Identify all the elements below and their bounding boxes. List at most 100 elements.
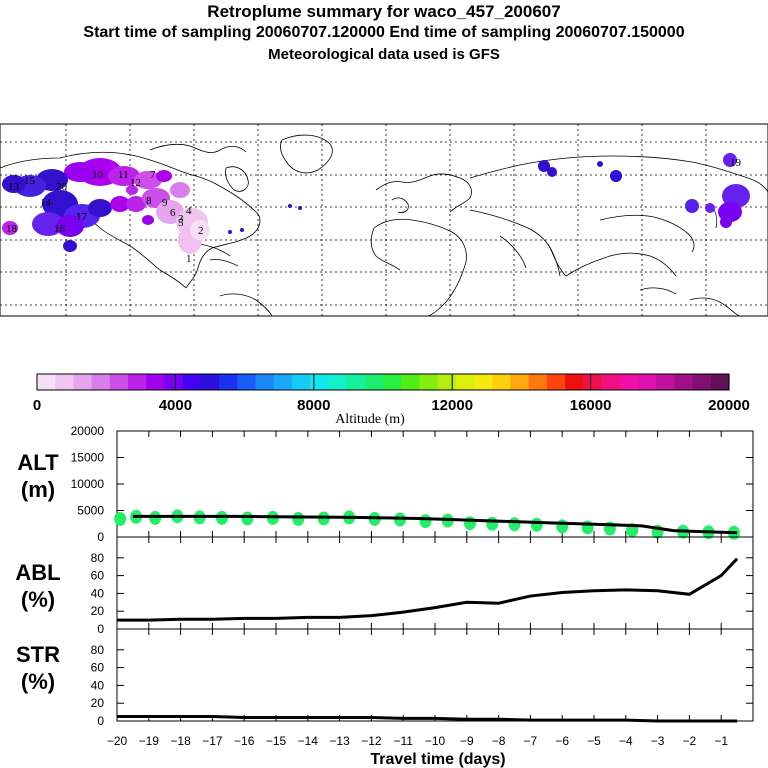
colorbar-cell (637, 374, 657, 390)
colorbar-cell (291, 374, 311, 390)
colorbar-cell (200, 374, 220, 390)
colorbar-cell (546, 374, 566, 390)
y-tick-label: 40 (91, 586, 105, 600)
plume-particles (2, 153, 750, 254)
x-tick-label: −1 (714, 734, 728, 748)
panel-ylabel-unit: (%) (21, 587, 55, 612)
colorbar-tick-label: 20000 (708, 397, 750, 414)
plume-day-label: 15 (24, 175, 36, 187)
map-frame (0, 123, 768, 317)
altitude-point (486, 516, 499, 531)
plume-day-label: 18 (6, 223, 18, 235)
panel-frame (116, 536, 754, 630)
y-tick-label: 60 (91, 661, 105, 675)
alt-panel: ALT(m) 20000 15000 10000 5000 0 (17, 424, 754, 544)
y-tick-label: 5000 (77, 504, 104, 518)
colorbar-tick-label: 16000 (570, 397, 612, 414)
plume-day-label: 11 (118, 169, 129, 181)
plume-day-label: 12 (130, 177, 141, 189)
colorbar-cell (692, 374, 712, 390)
x-tick-label: −17 (202, 734, 223, 748)
colorbar-cell (401, 374, 421, 390)
colorbar-cell (346, 374, 366, 390)
x-tick-label: −8 (492, 734, 506, 748)
y-tick-label: 15000 (71, 451, 105, 465)
y-tick-label: 20000 (71, 424, 105, 438)
plume-day-label: 14 (40, 197, 52, 209)
colorbar-cell (492, 374, 512, 390)
plume-day-label: 9 (162, 197, 168, 209)
x-tick-label: −12 (361, 734, 382, 748)
colorbar-cell (510, 374, 530, 390)
colorbar-cell (146, 374, 166, 390)
plume-day-label: 2 (198, 225, 204, 237)
colorbar-tick-label: 4000 (159, 397, 192, 414)
colorbar-cell (328, 374, 348, 390)
colorbar-cell (710, 374, 730, 390)
x-tick-label: −13 (329, 734, 350, 748)
plume-day-label: 8 (146, 195, 152, 207)
colorbar-cell (437, 374, 457, 390)
x-tick-label: −18 (170, 734, 191, 748)
x-tick-label: −19 (139, 734, 160, 748)
y-tick-label: 80 (91, 551, 105, 565)
panel-ylabel: ABL (15, 560, 60, 585)
colorbar-cell (91, 374, 111, 390)
y-tick-label: 80 (91, 643, 105, 657)
y-tick-label: 0 (97, 530, 104, 544)
altitude-point (508, 517, 521, 532)
colorbar-cell (182, 374, 202, 390)
colorbar-cell (419, 374, 439, 390)
plume-day-label: 3 (178, 213, 184, 225)
x-tick-label: −7 (524, 734, 538, 748)
str-line (117, 715, 738, 723)
colorbar-cell (109, 374, 129, 390)
y-tick-label: 60 (91, 569, 105, 583)
altitude-point (556, 519, 569, 534)
x-tick-label: −20 (107, 734, 128, 748)
altitude-point (114, 511, 127, 526)
x-axis-label: Travel time (days) (370, 751, 505, 768)
plume-day-label: 6 (170, 207, 176, 219)
altitude-point (215, 510, 228, 525)
colorbar-cell (528, 374, 548, 390)
panel-ylabel: ALT (17, 450, 59, 475)
altitude-point (530, 517, 543, 532)
panel-ylabel: STR (16, 642, 60, 667)
y-tick-label: 0 (97, 622, 104, 636)
plume-day-label: 7 (150, 169, 156, 181)
colorbar-cell (237, 374, 257, 390)
x-tick-label: −6 (555, 734, 569, 748)
y-tick-label: 20 (91, 604, 105, 618)
colorbar-cell (674, 374, 694, 390)
altitude-point (463, 516, 476, 531)
sampling-times: Start time of sampling 20060707.120000 E… (83, 24, 685, 41)
colorbar-cell (656, 374, 675, 390)
plume-day-label: 5 (178, 217, 184, 229)
plume-day-label: 20 (56, 181, 68, 193)
y-tick-label: 10000 (71, 477, 105, 491)
altitude-point (149, 510, 162, 525)
x-tick-label: −10 (425, 734, 446, 748)
colorbar-cell (255, 374, 275, 390)
chart-title: Retroplume summary for waco_457_200607 (207, 2, 561, 21)
altitude-point (419, 514, 432, 529)
colorbar-cell (219, 374, 238, 390)
abl-line (117, 557, 739, 622)
x-tick-label: −14 (298, 734, 319, 748)
x-tick-label: −11 (393, 734, 413, 748)
colorbar-cell (310, 374, 329, 390)
colorbar-cell (55, 374, 75, 390)
colorbar-cell (37, 374, 56, 390)
panel-frame (116, 628, 754, 722)
plume-day-label: 17 (76, 211, 88, 223)
plume-day-label: 13 (8, 181, 20, 193)
colorbar-xlabel: Altitude (m) (335, 412, 405, 427)
panel-frame (116, 430, 754, 538)
x-tick-label: −2 (683, 734, 697, 748)
plume-day-label: 4 (186, 205, 192, 217)
colorbar-cell (164, 374, 184, 390)
y-tick-label: 20 (91, 696, 105, 710)
